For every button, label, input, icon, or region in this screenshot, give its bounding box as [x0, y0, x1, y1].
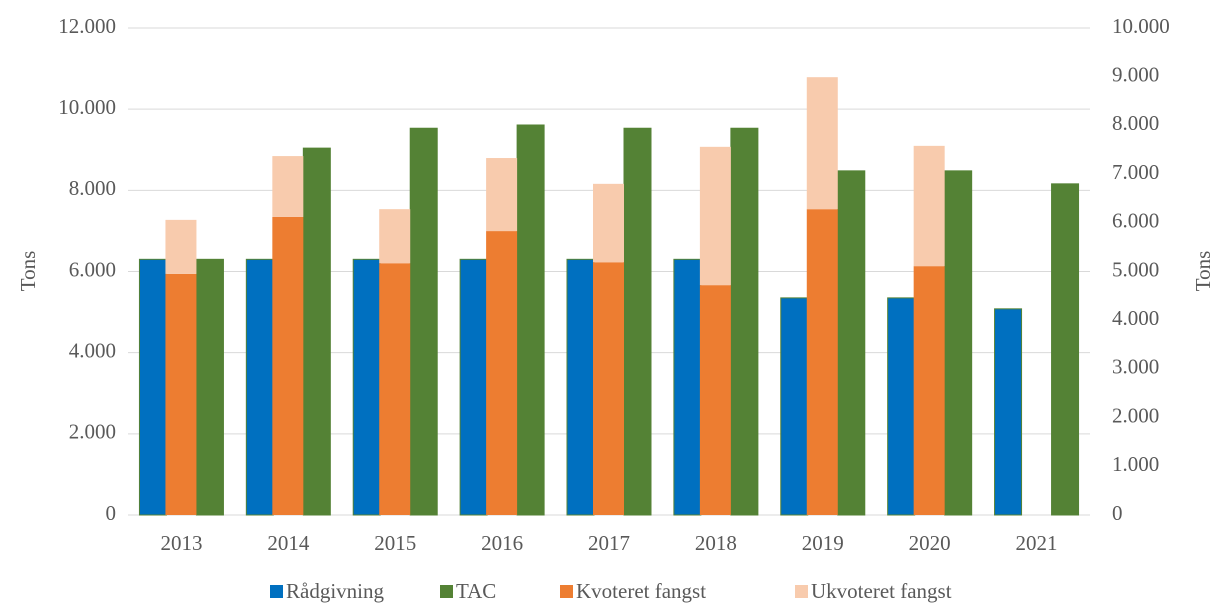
legend-label: Kvoteret fangst [576, 579, 706, 603]
bar [837, 170, 866, 516]
bar [944, 170, 973, 516]
bar-segment [593, 183, 624, 263]
bar-segment [806, 77, 838, 210]
legend-swatch [795, 585, 808, 598]
y2-tick-label: 3.000 [1112, 355, 1159, 379]
bar [516, 124, 545, 516]
bar-segment [593, 262, 624, 515]
y-tick-label: 12.000 [58, 14, 116, 38]
x-tick-label: 2020 [909, 531, 951, 555]
x-tick-label: 2018 [695, 531, 737, 555]
y2-tick-label: 5.000 [1112, 257, 1159, 281]
bar-segment [486, 158, 518, 232]
bar-segment [913, 266, 945, 515]
y2-tick-label: 0 [1112, 501, 1123, 525]
y-axis-title: Tons [16, 251, 40, 292]
x-tick-label: 2016 [481, 531, 523, 555]
bar [302, 147, 331, 516]
bar [673, 258, 702, 516]
x-tick-label: 2013 [160, 531, 202, 555]
legend-swatch [270, 585, 283, 598]
y2-tick-label: 4.000 [1112, 306, 1159, 330]
bar [245, 258, 274, 516]
y-tick-label: 10.000 [58, 95, 116, 119]
y2-tick-label: 10.000 [1112, 14, 1170, 38]
x-tick-label: 2021 [1016, 531, 1058, 555]
y2-tick-label: 7.000 [1112, 160, 1159, 184]
y2-tick-label: 8.000 [1112, 111, 1159, 135]
bar-segment [165, 219, 197, 274]
bar [780, 297, 809, 516]
x-tick-label: 2017 [588, 531, 630, 555]
legend-label: Ukvoteret fangst [811, 579, 952, 603]
bar [994, 308, 1023, 516]
y-tick-label: 6.000 [69, 257, 116, 281]
bar [566, 258, 595, 516]
bar-segment [379, 209, 411, 264]
y2-tick-label: 2.000 [1112, 403, 1159, 427]
bar [887, 297, 916, 516]
bar [195, 258, 224, 516]
bar [352, 258, 381, 516]
bar [409, 127, 438, 516]
y-tick-label: 4.000 [69, 338, 116, 362]
bar [459, 258, 488, 516]
y-tick-label: 0 [106, 501, 117, 525]
bar-segment [165, 273, 197, 515]
y2-tick-label: 9.000 [1112, 63, 1159, 87]
bar-segment [486, 231, 518, 516]
bar-segment [913, 145, 945, 267]
bar-segment [699, 146, 731, 286]
bar-segment [272, 216, 304, 515]
bar [1051, 183, 1080, 516]
legend-swatch [560, 585, 573, 598]
y2-tick-label: 1.000 [1112, 452, 1159, 476]
bar-segment [272, 156, 304, 217]
x-tick-label: 2019 [802, 531, 844, 555]
y-tick-label: 2.000 [69, 420, 116, 444]
bar [623, 127, 652, 516]
legend-swatch [440, 585, 453, 598]
bar-segment [379, 263, 411, 515]
x-tick-label: 2015 [374, 531, 416, 555]
y2-tick-label: 6.000 [1112, 209, 1159, 233]
legend-label: Rådgivning [286, 579, 384, 603]
y2-axis-title: Tons [1191, 251, 1215, 292]
y-tick-label: 8.000 [69, 176, 116, 200]
bar [138, 258, 167, 516]
legend-label: TAC [456, 579, 496, 603]
bar [730, 127, 759, 516]
x-tick-label: 2014 [267, 531, 310, 555]
bar-segment [699, 285, 731, 515]
bar-segment [806, 209, 838, 515]
